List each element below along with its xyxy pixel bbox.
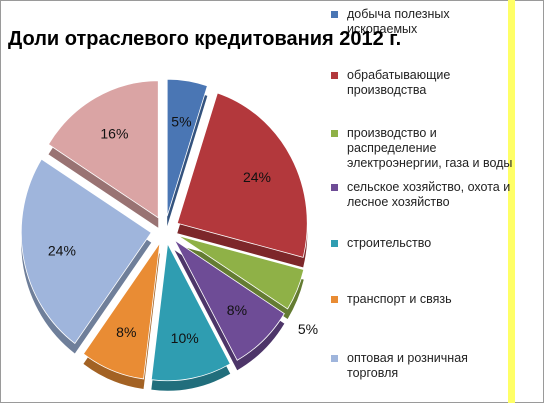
legend-swatch <box>331 296 338 303</box>
pie-slice <box>176 92 308 268</box>
legend-swatch <box>331 130 338 137</box>
legend-item: добыча полезных ископаемых <box>331 7 522 37</box>
pie-slice <box>20 158 152 354</box>
pie-slice-face <box>47 80 159 219</box>
chart-title: Доли отраслевого кредитования 2012 г. <box>8 28 402 50</box>
pie-slice <box>166 78 208 227</box>
legend-label: обрабатывающие производства <box>347 68 451 97</box>
legend-swatch <box>331 11 338 18</box>
pie-slice <box>174 239 285 371</box>
pie-slice-face <box>176 92 308 258</box>
legend-swatch <box>331 184 338 191</box>
pie-slice-face <box>166 78 208 217</box>
pie-slice-face <box>82 242 161 380</box>
legend-swatch <box>331 355 338 362</box>
slice-value-label: 16% <box>100 126 128 142</box>
legend-item: производство и распределение электроэнер… <box>331 126 522 171</box>
legend-label: производство и распределение электроэнер… <box>347 126 513 170</box>
pie-slice <box>47 80 159 228</box>
pie-slice-face <box>177 235 305 310</box>
legend-item: оптовая и розничная торговля <box>331 351 522 381</box>
slice-value-label: 24% <box>243 169 271 185</box>
accent-bar <box>508 0 515 403</box>
legend-label: строительство <box>347 236 432 250</box>
legend-label: добыча полезных ископаемых <box>347 7 450 36</box>
legend-swatch <box>331 240 338 247</box>
slice-value-label: 8% <box>227 302 247 318</box>
legend-label: сельское хозяйство, охота и лесное хозяй… <box>347 180 511 209</box>
slice-value-label: 10% <box>171 330 199 346</box>
legend-item: обрабатывающие производства <box>331 68 522 98</box>
legend-label: транспорт и связь <box>347 292 452 306</box>
pie-value-labels: 5% 24% 5% 8% 10% 8% 24% 16% <box>48 114 318 347</box>
legend-item: строительство <box>331 236 522 251</box>
legend-label: оптовая и розничная торговля <box>347 351 468 380</box>
legend-item: транспорт и связь <box>331 292 522 307</box>
pie-slice-face <box>20 158 152 345</box>
slice-value-label: 24% <box>48 243 76 259</box>
slice-value-label: 5% <box>171 114 191 130</box>
pie-slice-face <box>174 239 285 361</box>
slice-value-label: 5% <box>298 321 318 337</box>
legend-swatch <box>331 72 338 79</box>
pie-slice-face <box>150 242 231 382</box>
pie-slices <box>20 78 308 391</box>
slice-value-label: 8% <box>116 324 136 340</box>
pie-slice <box>82 242 161 389</box>
legend-item: сельское хозяйство, охота и лесное хозяй… <box>331 180 522 210</box>
pie-slice <box>150 242 231 391</box>
